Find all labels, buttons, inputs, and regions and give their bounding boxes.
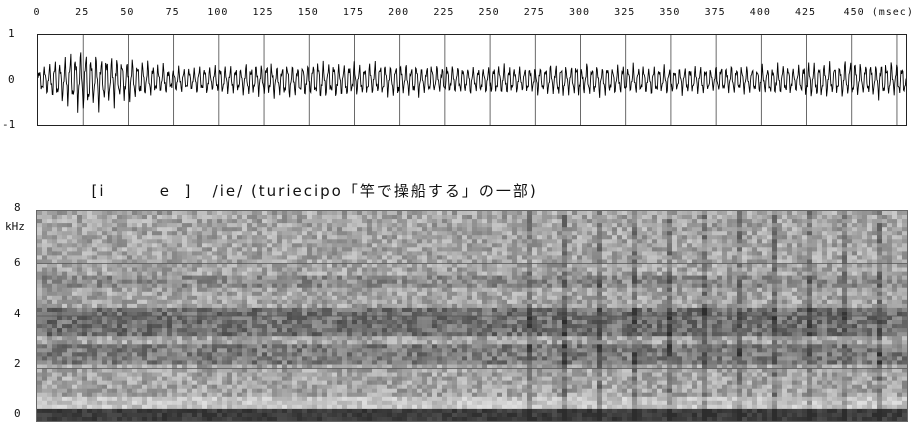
waveform-plot — [37, 34, 907, 126]
wave-y-label-zero: 0 — [8, 73, 15, 86]
time-tick-label: 150 — [297, 7, 319, 18]
time-tick-label: 325 — [614, 7, 636, 18]
caption-gloss: (turiecipo「竿で操船する」の一部) — [250, 182, 538, 200]
wave-y-label-max: 1 — [8, 27, 15, 40]
spec-y-unit: kHz — [5, 220, 25, 233]
time-tick-label: 200 — [388, 7, 410, 18]
waveform-svg — [38, 35, 906, 125]
time-tick-label: 350 — [659, 7, 681, 18]
caption-phonemic: /ie/ — [212, 182, 245, 200]
time-tick-label: 25 — [75, 7, 90, 18]
spec-y-label-0: 0 — [14, 407, 21, 420]
time-tick-label: 75 — [165, 7, 180, 18]
spec-y-label-2: 2 — [14, 357, 21, 370]
time-tick-label-last: 450 (msec) — [843, 7, 911, 18]
spectrogram-plot — [36, 210, 908, 422]
time-tick-label: 400 — [749, 7, 771, 18]
time-tick-label: 225 — [433, 7, 455, 18]
spec-y-label-8: 8 — [14, 201, 21, 214]
time-tick-label: 425 — [795, 7, 817, 18]
caption: [i e ] /ie/ (turiecipo「竿で操船する」の一部) — [78, 162, 538, 201]
time-tick-label: 125 — [252, 7, 274, 18]
caption-phonetic: [i e ] — [91, 182, 193, 200]
time-tick-label: 0 — [33, 7, 41, 18]
spec-y-label-4: 4 — [14, 307, 21, 320]
time-tick-label: 175 — [342, 7, 364, 18]
spectrogram-svg — [37, 211, 907, 421]
time-tick-label: 250 — [478, 7, 500, 18]
waveform-line — [38, 52, 906, 113]
time-tick-label: 375 — [704, 7, 726, 18]
spec-y-label-6: 6 — [14, 256, 21, 269]
time-tick-label: 100 — [207, 7, 229, 18]
wave-y-label-min: -1 — [2, 118, 16, 131]
time-tick-label: 275 — [523, 7, 545, 18]
time-tick-label: 50 — [120, 7, 135, 18]
time-tick-label: 300 — [568, 7, 591, 18]
